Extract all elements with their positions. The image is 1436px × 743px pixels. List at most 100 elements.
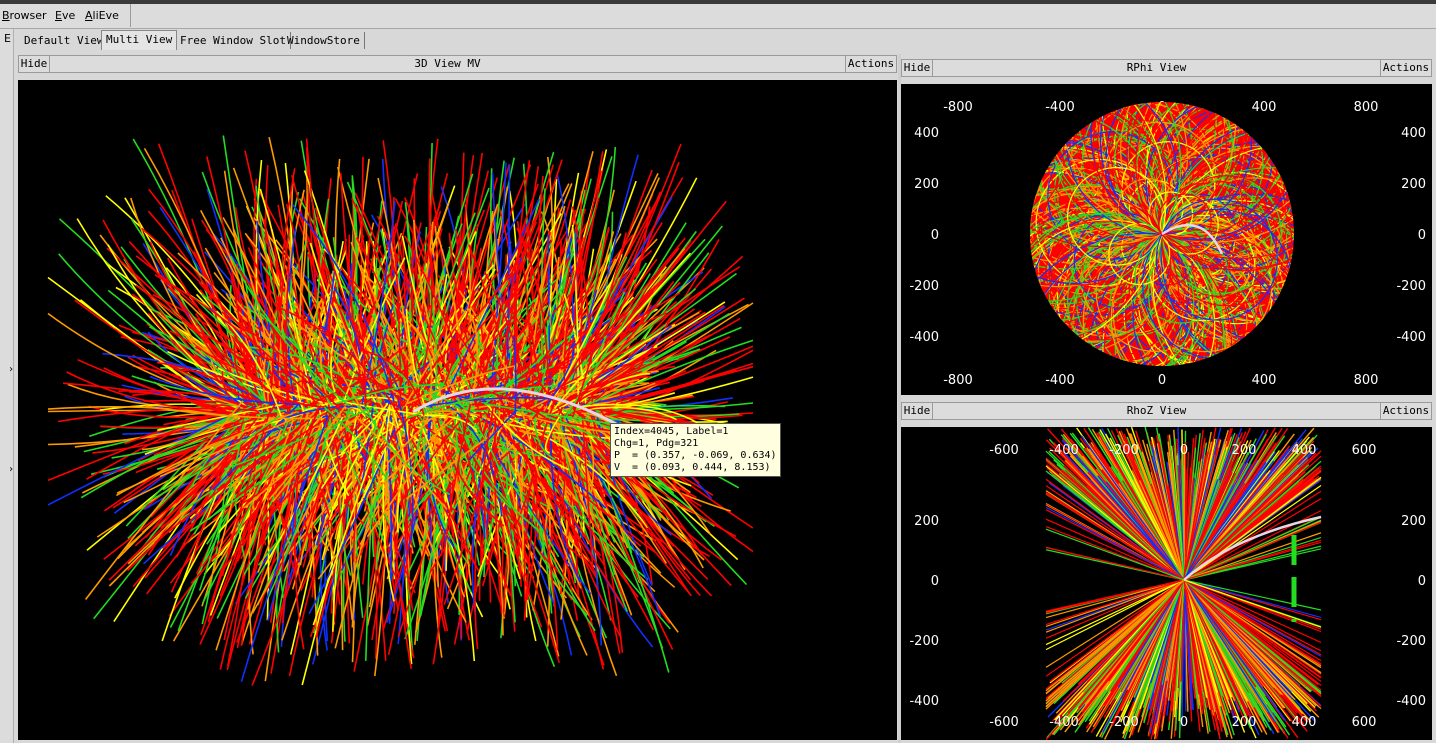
rhoz-track — [1045, 579, 1185, 619]
rhoz-actions-button[interactable]: Actions — [1380, 403, 1431, 419]
rphi-y-tick-right: -400 — [1396, 330, 1426, 345]
track-line — [282, 405, 369, 420]
track-line — [524, 323, 592, 412]
menu-eve[interactable]: Eve — [55, 9, 76, 22]
track-line — [328, 402, 389, 521]
track-line — [312, 404, 391, 626]
track-line — [291, 273, 364, 412]
track-line — [456, 397, 490, 413]
expand-arrow-icon[interactable]: › — [8, 364, 15, 375]
menu-browser[interactable]: Browser — [2, 9, 47, 22]
track-line — [493, 402, 581, 431]
track-line — [127, 408, 254, 539]
track-line — [363, 403, 450, 496]
view3d-actions-button[interactable]: Actions — [845, 56, 896, 72]
rhoz-track — [1183, 490, 1322, 581]
rhoz-track — [1183, 579, 1194, 710]
track-line — [281, 407, 320, 573]
track-line — [179, 413, 314, 514]
track-line — [406, 364, 517, 405]
rphi-hide-button[interactable]: Hide — [902, 60, 933, 76]
rhoz-track — [1183, 579, 1322, 707]
track-line — [524, 308, 584, 403]
pane-separator[interactable] — [898, 54, 901, 743]
track-line — [267, 417, 332, 598]
rphi-track — [1030, 102, 1167, 359]
rphi-track — [1110, 222, 1294, 366]
menu-alieve[interactable]: AliEve — [85, 9, 119, 22]
rhoz-y-tick-left: 200 — [914, 514, 939, 529]
rphi-y-tick-left: 0 — [931, 228, 939, 243]
view3d-canvas[interactable]: Index=4045, Label=1 Chg=1, Pdg=321 P = (… — [18, 80, 897, 740]
rhoz-track — [1045, 579, 1185, 677]
track-line — [571, 206, 594, 408]
rhoz-track — [1045, 518, 1185, 581]
rphi-track — [1030, 102, 1188, 288]
rhoz-x-tick-bottom-inner: -400 — [1049, 715, 1079, 730]
rhoz-track — [1116, 468, 1185, 581]
rphi-track — [1030, 196, 1172, 341]
rphi-y-tick-right: -200 — [1396, 279, 1426, 294]
track-line — [468, 244, 520, 407]
track-line — [84, 400, 244, 600]
rphi-canvas[interactable]: -800 -800 -400 -400 0 0 400 400 800 800 400 400 200 2… — [901, 84, 1432, 395]
tab-windowstore[interactable]: WindowStore — [283, 32, 365, 49]
track-line — [153, 415, 264, 456]
rhoz-x-tick-bottom: 600 — [1352, 715, 1377, 730]
track-line — [551, 335, 634, 412]
tab-default-view[interactable]: Default View — [20, 32, 109, 49]
rhoz-track — [1045, 450, 1185, 581]
rhoz-track — [1045, 579, 1185, 646]
rhoz-track — [1045, 492, 1185, 581]
rhoz-x-tick-top-inner: 200 — [1232, 443, 1257, 458]
rphi-y-tick-right: 400 — [1401, 126, 1426, 141]
track-line — [467, 308, 479, 413]
browser-tab-label[interactable]: E — [4, 32, 11, 45]
rhoz-hide-button[interactable]: Hide — [902, 403, 933, 419]
rhoz-canvas[interactable]: -600 -600 600 600 -400 -400 -200 -200 0 0 200 200 40… — [901, 427, 1432, 740]
track-line — [456, 415, 560, 558]
rphi-track — [1030, 191, 1178, 366]
track-line — [414, 243, 433, 408]
rhoz-y-tick-right: -400 — [1396, 694, 1426, 709]
track-line — [308, 412, 402, 615]
rhoz-track — [1183, 467, 1290, 581]
track-line — [424, 341, 469, 409]
track-line — [277, 204, 330, 406]
rhoz-track — [1183, 579, 1276, 723]
track-line — [563, 248, 583, 404]
track-line — [523, 419, 541, 621]
rhoz-track — [1045, 465, 1185, 581]
rhoz-track — [1183, 427, 1222, 581]
rhoz-track — [1183, 429, 1265, 581]
track-line — [513, 335, 517, 415]
track-line — [595, 412, 653, 587]
track-line — [562, 339, 754, 417]
rhoz-track — [1183, 579, 1322, 682]
tab-multi-view[interactable]: Multi View — [101, 30, 178, 50]
tab-free-window-slot[interactable]: Free Window Slot — [176, 32, 291, 49]
rphi-title: RPhi View — [1126, 61, 1187, 74]
rhoz-track — [1183, 579, 1317, 712]
window-top-strip — [0, 0, 1436, 4]
expand-arrow-icon-2[interactable]: › — [8, 464, 15, 475]
rhoz-track — [1045, 485, 1185, 581]
rphi-actions-button[interactable]: Actions — [1380, 60, 1431, 76]
track-line — [377, 177, 419, 408]
selected-track[interactable] — [412, 387, 619, 427]
track-line — [605, 239, 720, 418]
rhoz-track — [1183, 460, 1275, 581]
tooltip-line-2: Chg=1, Pdg=321 — [614, 438, 699, 449]
track-line — [107, 244, 266, 421]
rhoz-x-tick-top-inner: -400 — [1049, 443, 1079, 458]
track-line — [268, 319, 275, 406]
rhoz-track — [1183, 539, 1322, 581]
rphi-plot: -800 -800 -400 -400 0 0 400 400 800 800 400 400 200 2… — [909, 100, 1426, 388]
rhoz-track — [1085, 579, 1185, 721]
rhoz-track — [1081, 579, 1185, 713]
rhoz-y-tick-right: 0 — [1418, 574, 1426, 589]
rphi-track — [1134, 229, 1229, 324]
view3d-hide-button[interactable]: Hide — [19, 56, 50, 72]
left-browser-strip: E › › — [0, 29, 14, 743]
track-line — [413, 219, 461, 412]
